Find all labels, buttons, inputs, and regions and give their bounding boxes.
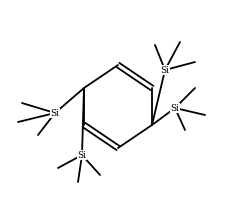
Text: Si: Si (171, 104, 179, 112)
Text: Si: Si (77, 150, 87, 160)
Text: Si: Si (51, 109, 59, 117)
Text: Si: Si (161, 66, 169, 74)
